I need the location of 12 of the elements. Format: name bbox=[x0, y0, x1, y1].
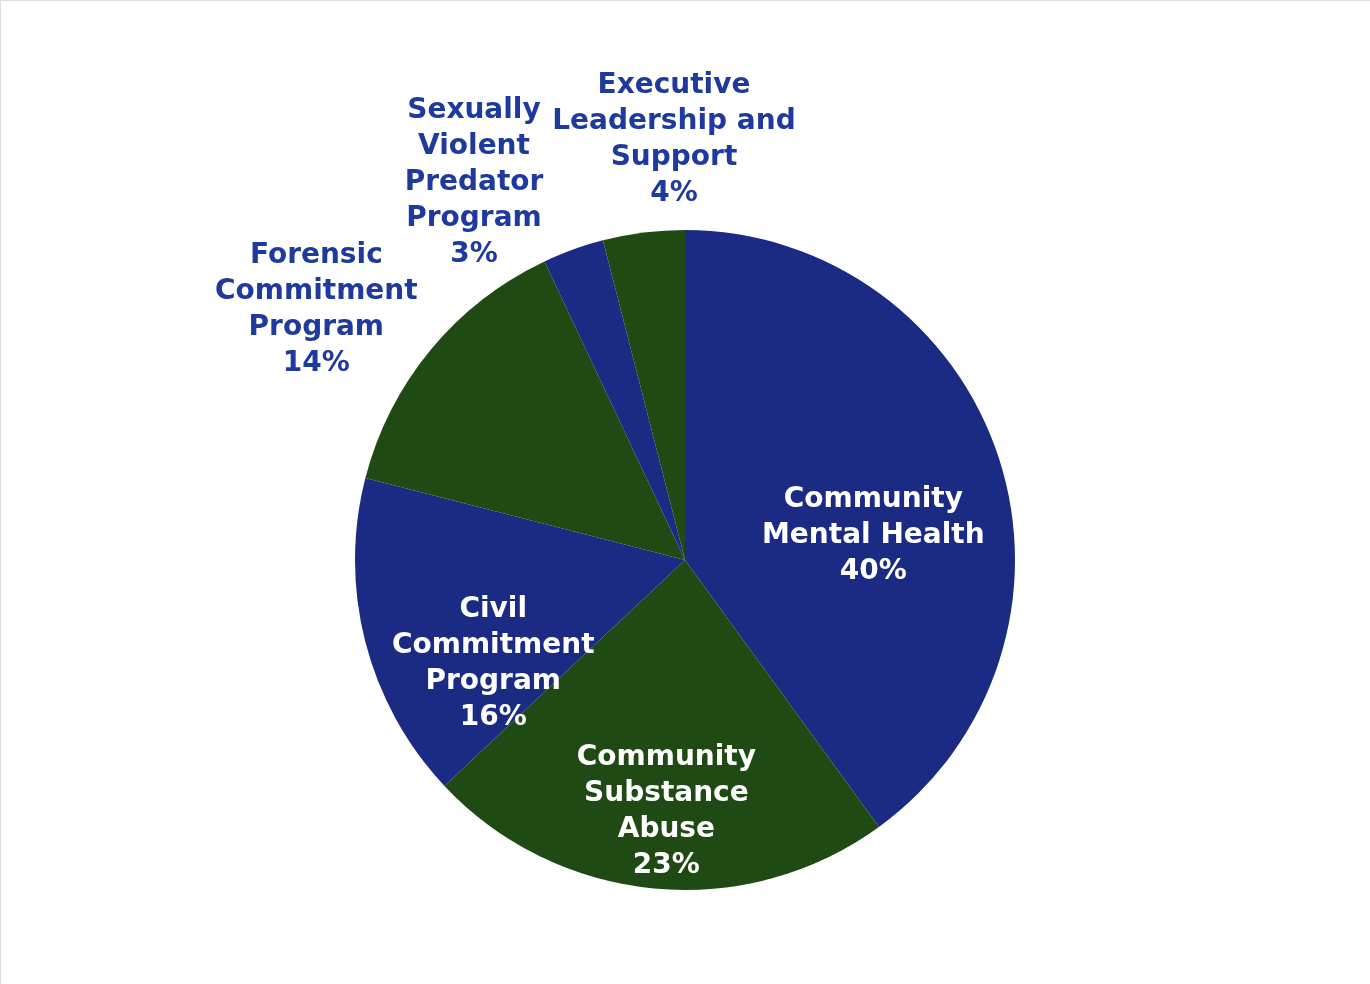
data-label: 14% bbox=[282, 344, 350, 378]
slice-label: Executive Leadership and Support bbox=[552, 67, 796, 173]
slice-label: Community Substance Abuse bbox=[576, 739, 756, 845]
data-label: 4% bbox=[650, 175, 698, 209]
slice-label: Forensic Commitment Program bbox=[215, 236, 418, 342]
data-label: 23% bbox=[632, 847, 700, 881]
data-label: 16% bbox=[459, 699, 527, 733]
slice-label: Sexually Violent Predator Program bbox=[404, 91, 544, 233]
data-label: 40% bbox=[839, 552, 907, 586]
slice-label: Community Mental Health bbox=[761, 480, 985, 550]
slice-label: Civil Commitment Program bbox=[391, 591, 595, 697]
data-label: 3% bbox=[450, 235, 498, 269]
